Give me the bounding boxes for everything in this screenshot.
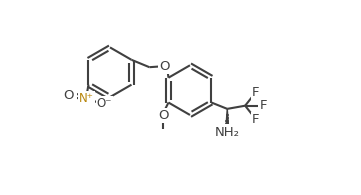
- Polygon shape: [226, 109, 229, 126]
- Text: N⁺: N⁺: [79, 92, 94, 105]
- Text: O: O: [158, 109, 169, 122]
- Text: O: O: [63, 89, 74, 102]
- Text: F: F: [252, 86, 260, 98]
- Text: F: F: [252, 113, 260, 126]
- Text: O⁻: O⁻: [96, 97, 112, 110]
- Text: NH₂: NH₂: [215, 126, 240, 138]
- Text: F: F: [259, 99, 267, 112]
- Text: O: O: [159, 60, 170, 73]
